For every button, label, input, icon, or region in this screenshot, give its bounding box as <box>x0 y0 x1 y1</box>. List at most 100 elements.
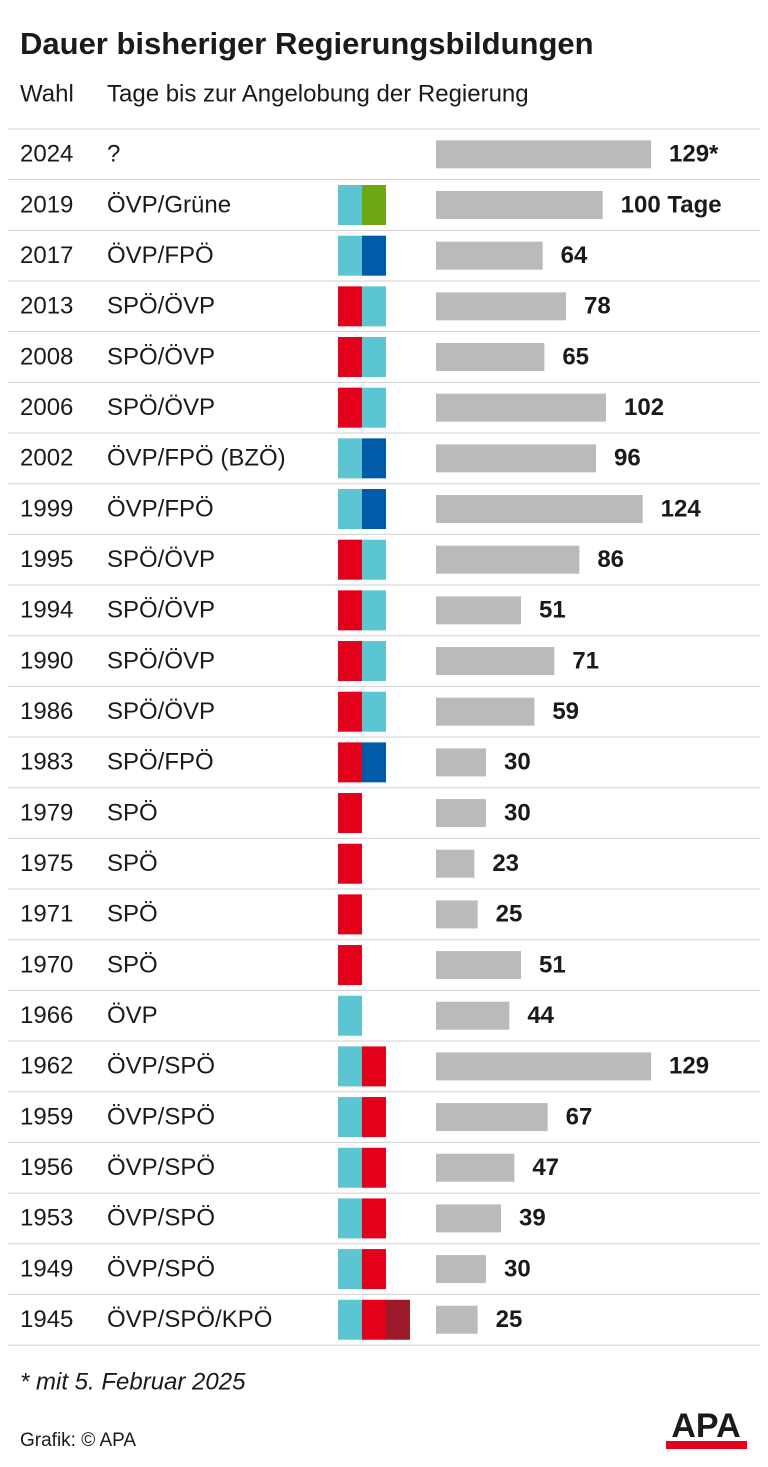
year-label: 2006 <box>20 394 73 421</box>
year-label: 2013 <box>20 293 73 320</box>
value-label: 124 <box>661 495 702 522</box>
party-color <box>338 337 362 378</box>
year-label: 1983 <box>20 749 73 776</box>
party-label: ÖVP/SPÖ <box>107 1255 215 1282</box>
year-label: 2008 <box>20 343 73 370</box>
value-label: 30 <box>504 1255 531 1282</box>
party-color <box>338 1198 362 1239</box>
party-color <box>362 590 386 631</box>
party-color <box>338 742 362 783</box>
bar <box>436 647 555 676</box>
party-label: SPÖ/ÖVP <box>107 343 215 370</box>
bar <box>436 393 606 422</box>
bar <box>436 1204 501 1233</box>
year-label: 1979 <box>20 799 73 826</box>
value-label: 51 <box>539 951 566 978</box>
value-label: 64 <box>561 242 588 269</box>
bar <box>436 748 486 777</box>
party-color <box>338 438 362 479</box>
year-label: 1949 <box>20 1255 73 1282</box>
party-label: SPÖ/ÖVP <box>107 698 215 725</box>
party-color <box>338 539 362 580</box>
party-color <box>362 387 386 428</box>
party-color <box>362 286 386 327</box>
year-label: 1945 <box>20 1306 73 1333</box>
bar <box>436 1103 548 1132</box>
year-label: 1966 <box>20 1002 73 1029</box>
value-label: 86 <box>597 546 624 573</box>
party-color <box>338 995 362 1036</box>
party-label: ÖVP/Grüne <box>107 191 231 218</box>
party-label: SPÖ <box>107 951 158 978</box>
party-label: SPÖ/ÖVP <box>107 597 215 624</box>
bar <box>436 1305 478 1334</box>
bar <box>436 545 580 574</box>
party-label: SPÖ/ÖVP <box>107 546 215 573</box>
bar <box>436 849 475 878</box>
party-label: ÖVP/SPÖ <box>107 1154 215 1181</box>
value-label: 100 Tage <box>621 191 722 218</box>
bar <box>436 343 545 372</box>
party-label: ÖVP/FPÖ <box>107 495 214 522</box>
party-label: SPÖ <box>107 850 158 877</box>
party-color <box>362 489 386 530</box>
year-label: 1999 <box>20 495 73 522</box>
party-color <box>362 1147 386 1188</box>
party-color <box>362 691 386 732</box>
value-label: 44 <box>527 1002 554 1029</box>
party-color <box>362 742 386 783</box>
party-label: SPÖ/ÖVP <box>107 394 215 421</box>
party-color <box>338 691 362 732</box>
logo-bar <box>666 1441 747 1449</box>
party-color <box>338 793 362 834</box>
year-label: 1970 <box>20 951 73 978</box>
value-label: 39 <box>519 1205 546 1232</box>
value-label: 47 <box>532 1154 559 1181</box>
value-header: Tage bis zur Angelobung der Regierung <box>107 80 529 107</box>
party-label: ÖVP/FPÖ <box>107 242 214 269</box>
bar <box>436 951 521 980</box>
year-label: 1971 <box>20 901 73 928</box>
category-header: Wahl <box>20 80 74 107</box>
year-label: 1956 <box>20 1154 73 1181</box>
bar <box>436 1153 515 1182</box>
party-color <box>362 1249 386 1290</box>
bar <box>436 1052 651 1081</box>
party-color <box>338 489 362 530</box>
party-color <box>386 1299 410 1340</box>
value-label: 129 <box>669 1053 709 1080</box>
value-label: 25 <box>496 1306 523 1333</box>
party-color <box>338 286 362 327</box>
source: Grafik: © APA <box>20 1430 136 1451</box>
bar <box>436 1255 486 1284</box>
party-color <box>338 1046 362 1087</box>
party-color <box>338 387 362 428</box>
value-label: 25 <box>496 901 523 928</box>
party-label: SPÖ/ÖVP <box>107 293 215 320</box>
bar <box>436 900 478 929</box>
bar <box>436 596 521 625</box>
value-label: 96 <box>614 445 641 472</box>
value-label: 71 <box>572 647 599 674</box>
bar <box>436 1001 510 1030</box>
year-label: 1959 <box>20 1103 73 1130</box>
party-label: ? <box>107 141 120 168</box>
value-label: 67 <box>566 1103 593 1130</box>
party-color <box>362 1299 386 1340</box>
party-label: ÖVP/SPÖ/KPÖ <box>107 1306 272 1333</box>
party-color <box>338 1097 362 1138</box>
year-label: 1962 <box>20 1053 73 1080</box>
year-label: 1986 <box>20 698 73 725</box>
value-label: 65 <box>562 343 589 370</box>
year-label: 1975 <box>20 850 73 877</box>
year-label: 1990 <box>20 647 73 674</box>
party-color <box>338 641 362 682</box>
party-color <box>362 185 386 226</box>
party-color <box>338 1147 362 1188</box>
value-label: 30 <box>504 799 531 826</box>
party-label: ÖVP <box>107 1002 158 1029</box>
year-label: 2002 <box>20 445 73 472</box>
party-color <box>338 894 362 935</box>
year-label: 2017 <box>20 242 73 269</box>
